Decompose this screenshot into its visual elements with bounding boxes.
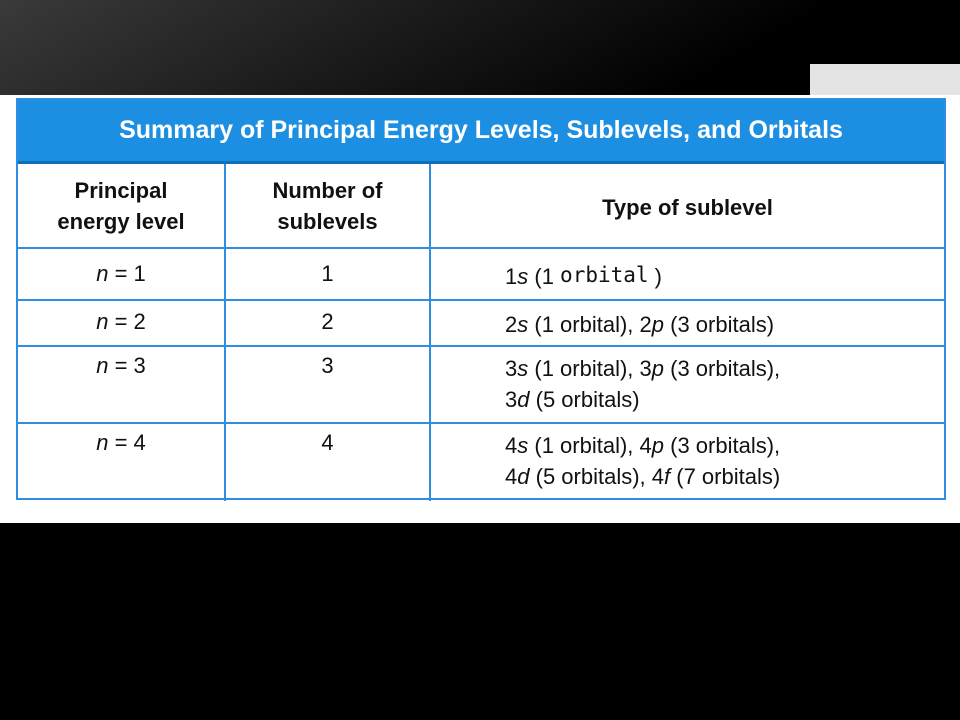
table-row: n = 4 4 4s (1 orbital), 4p (3 orbitals),…: [18, 422, 944, 501]
table-row: n = 3 3 3s (1 orbital), 3p (3 orbitals),…: [18, 345, 944, 424]
energy-level-cell: n = 1: [18, 247, 226, 301]
corner-tab: [810, 64, 960, 95]
table-title: Summary of Principal Energy Levels, Subl…: [18, 100, 944, 164]
energy-level-cell: n = 2: [18, 299, 226, 347]
handwritten-annotation: orbital: [560, 263, 649, 287]
header-number-of-sublevels: Number of sublevels: [224, 164, 431, 249]
energy-level-cell: n = 4: [18, 422, 226, 501]
header-type-of-sublevel: Type of sublevel: [429, 164, 944, 249]
sublevel-type-cell: 4s (1 orbital), 4p (3 orbitals), 4d (5 or…: [429, 422, 944, 501]
header-row: Principal energy level Number of subleve…: [18, 164, 944, 249]
sublevel-count-cell: 3: [224, 345, 431, 424]
sublevel-type-cell: 2s (1 orbital), 2p (3 orbitals): [429, 299, 944, 347]
energy-level-cell: n = 3: [18, 345, 226, 424]
table-row: n = 2 2 2s (1 orbital), 2p (3 orbitals): [18, 299, 944, 347]
table-row: n = 1 1 1s (1 orbital ): [18, 247, 944, 301]
energy-level-grid: Principal energy level Number of subleve…: [18, 164, 944, 501]
sublevel-count-cell: 4: [224, 422, 431, 501]
sublevel-type-cell: 3s (1 orbital), 3p (3 orbitals), 3d (5 or…: [429, 345, 944, 424]
sublevel-count-cell: 2: [224, 299, 431, 347]
header-principal-energy-level: Principal energy level: [18, 164, 226, 249]
sublevel-type-cell: 1s (1 orbital ): [429, 247, 944, 301]
summary-table: Summary of Principal Energy Levels, Subl…: [16, 98, 946, 501]
sublevel-count-cell: 1: [224, 247, 431, 301]
